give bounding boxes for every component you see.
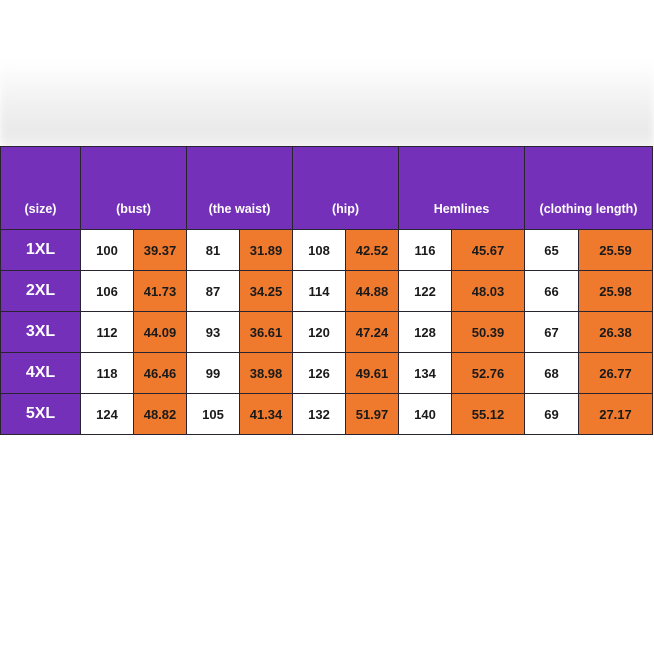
bust-inch: 41.73 (133, 270, 187, 312)
table-row: 2XL 106 41.73 87 34.25 114 44.88 122 48.… (0, 270, 653, 312)
waist-inch: 31.89 (239, 229, 293, 271)
size-label: 5XL (0, 393, 81, 435)
table-row: 3XL 112 44.09 93 36.61 120 47.24 128 50.… (0, 311, 653, 353)
hemline-inch: 45.67 (451, 229, 525, 271)
length-inch: 26.77 (578, 352, 653, 394)
waist-inch: 38.98 (239, 352, 293, 394)
hip-cm: 120 (292, 311, 346, 353)
hip-cm: 126 (292, 352, 346, 394)
table-row: 5XL 124 48.82 105 41.34 132 51.97 140 55… (0, 393, 653, 435)
length-cm: 67 (524, 311, 579, 353)
size-label: 4XL (0, 352, 81, 394)
bust-cm: 124 (80, 393, 134, 435)
waist-cm: 81 (186, 229, 240, 271)
bust-cm: 106 (80, 270, 134, 312)
length-inch: 25.59 (578, 229, 653, 271)
hemline-inch: 52.76 (451, 352, 525, 394)
hip-inch: 49.61 (345, 352, 399, 394)
header-hemlines: Hemlines (398, 146, 525, 230)
bust-cm: 100 (80, 229, 134, 271)
length-inch: 25.98 (578, 270, 653, 312)
length-inch: 26.38 (578, 311, 653, 353)
size-chart-table: (size) (bust) (the waist) (hip) Hemlines… (0, 146, 653, 435)
hip-inch: 44.88 (345, 270, 399, 312)
size-label: 2XL (0, 270, 81, 312)
hemline-cm: 128 (398, 311, 452, 353)
hemline-cm: 122 (398, 270, 452, 312)
bust-cm: 112 (80, 311, 134, 353)
hemline-inch: 55.12 (451, 393, 525, 435)
hip-inch: 42.52 (345, 229, 399, 271)
size-label: 3XL (0, 311, 81, 353)
bust-inch: 44.09 (133, 311, 187, 353)
waist-cm: 99 (186, 352, 240, 394)
hemline-inch: 48.03 (451, 270, 525, 312)
hip-inch: 47.24 (345, 311, 399, 353)
bust-inch: 48.82 (133, 393, 187, 435)
waist-inch: 36.61 (239, 311, 293, 353)
table-row: 4XL 118 46.46 99 38.98 126 49.61 134 52.… (0, 352, 653, 394)
waist-cm: 105 (186, 393, 240, 435)
waist-inch: 34.25 (239, 270, 293, 312)
bust-inch: 46.46 (133, 352, 187, 394)
hemline-cm: 140 (398, 393, 452, 435)
hip-cm: 114 (292, 270, 346, 312)
header-clothing-length: (clothing length) (524, 146, 653, 230)
waist-cm: 87 (186, 270, 240, 312)
header-waist: (the waist) (186, 146, 293, 230)
background-fade (0, 60, 654, 150)
waist-cm: 93 (186, 311, 240, 353)
length-cm: 68 (524, 352, 579, 394)
length-cm: 65 (524, 229, 579, 271)
hemline-cm: 134 (398, 352, 452, 394)
header-size: (size) (0, 146, 81, 230)
waist-inch: 41.34 (239, 393, 293, 435)
header-hip: (hip) (292, 146, 399, 230)
hemline-inch: 50.39 (451, 311, 525, 353)
hip-cm: 108 (292, 229, 346, 271)
hemline-cm: 116 (398, 229, 452, 271)
size-label: 1XL (0, 229, 81, 271)
header-bust: (bust) (80, 146, 187, 230)
length-cm: 69 (524, 393, 579, 435)
table-header-row: (size) (bust) (the waist) (hip) Hemlines… (0, 146, 653, 230)
hip-cm: 132 (292, 393, 346, 435)
length-cm: 66 (524, 270, 579, 312)
hip-inch: 51.97 (345, 393, 399, 435)
bust-inch: 39.37 (133, 229, 187, 271)
table-row: 1XL 100 39.37 81 31.89 108 42.52 116 45.… (0, 229, 653, 271)
length-inch: 27.17 (578, 393, 653, 435)
bust-cm: 118 (80, 352, 134, 394)
